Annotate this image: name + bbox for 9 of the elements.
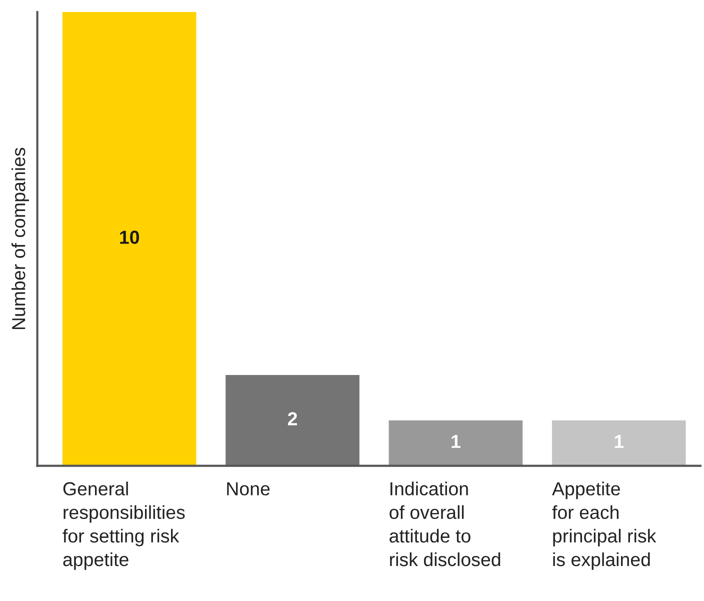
data-label: 1 [452,435,460,448]
x-tick-label: Appetite for each principal risk is explained [552,482,656,570]
x-tick-label: None [227,482,270,496]
x-tick-label: General responsibilities for setting risk appetite [62,482,185,570]
y-axis-title: Number of companies [12,148,29,330]
data-label: 10 [120,230,140,244]
x-tick-label: Indication of overall attitude to risk disclosed [390,482,500,566]
data-label: 2 [288,412,297,426]
data-label: 1 [614,435,624,448]
